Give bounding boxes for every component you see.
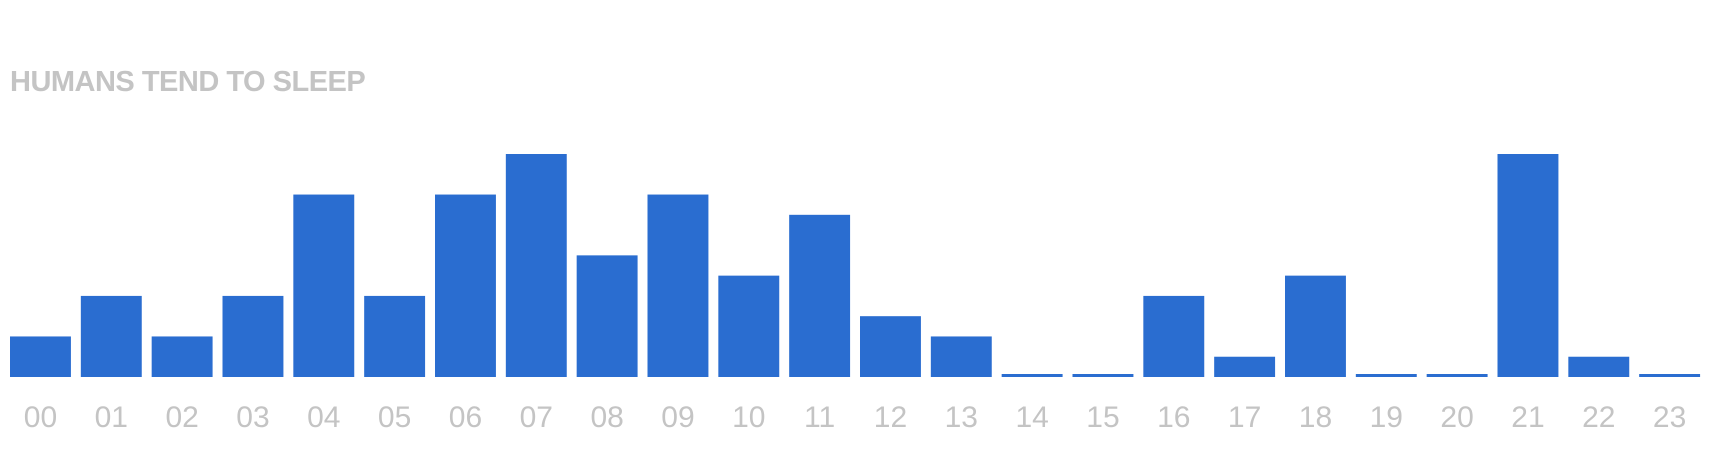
bar-05 [364,295,426,377]
x-tick-label-15: 15 [1086,401,1119,434]
bar-10 [718,275,780,377]
bar-12 [860,316,921,377]
bar-15 [1072,374,1134,377]
x-tick-label-21: 21 [1511,401,1544,434]
bar-13 [930,336,992,377]
x-tick-label-14: 14 [1015,401,1048,434]
x-tick-label-12: 12 [874,401,907,434]
bar-16 [1143,295,1205,377]
x-tick-label-09: 09 [661,401,694,434]
x-tick-label-05: 05 [378,401,411,434]
bar-22 [1568,356,1630,377]
bar-08 [576,255,638,377]
bar-03 [222,295,284,377]
x-tick-label-01: 01 [95,401,128,434]
bar-04 [293,194,355,377]
x-tick-label-07: 07 [520,401,553,434]
bar-11 [789,214,851,377]
x-tick-label-19: 19 [1370,401,1403,434]
x-tick-label-00: 00 [24,401,57,434]
x-tick-label-11: 11 [804,401,835,434]
x-tick-label-03: 03 [236,401,269,434]
bar-21 [1497,154,1559,377]
bar-18 [1285,275,1346,377]
x-tick-label-10: 10 [732,401,765,434]
bar-02 [151,336,213,377]
bar-17 [1214,356,1276,377]
x-tick-label-22: 22 [1582,401,1615,434]
bar-00 [10,336,71,377]
x-tick-label-17: 17 [1228,401,1261,434]
bar-19 [1355,374,1417,377]
x-tick-label-08: 08 [590,401,623,434]
bar-07 [505,154,567,377]
bar-23 [1639,374,1701,377]
x-tick-label-02: 02 [165,401,198,434]
bars-group [10,154,1701,377]
bar-14 [1001,374,1063,377]
bar-01 [80,295,142,377]
bar-06 [435,194,496,377]
x-tick-label-18: 18 [1299,401,1332,434]
x-tick-label-20: 20 [1440,401,1473,434]
bar-20 [1426,374,1488,377]
chart-title: HUMANS TEND TO SLEEP [10,66,366,98]
bar-09 [647,194,709,377]
x-tick-labels: 00 01 02 03 04 05 06 07 08 09 10 11 12 13 14 15 16 17 18 19… [24,401,1687,434]
x-tick-label-13: 13 [945,401,978,434]
x-tick-label-16: 16 [1157,401,1190,434]
x-tick-label-04: 04 [307,401,340,434]
x-tick-label-06: 06 [449,401,482,434]
x-tick-label-23: 23 [1653,401,1686,434]
